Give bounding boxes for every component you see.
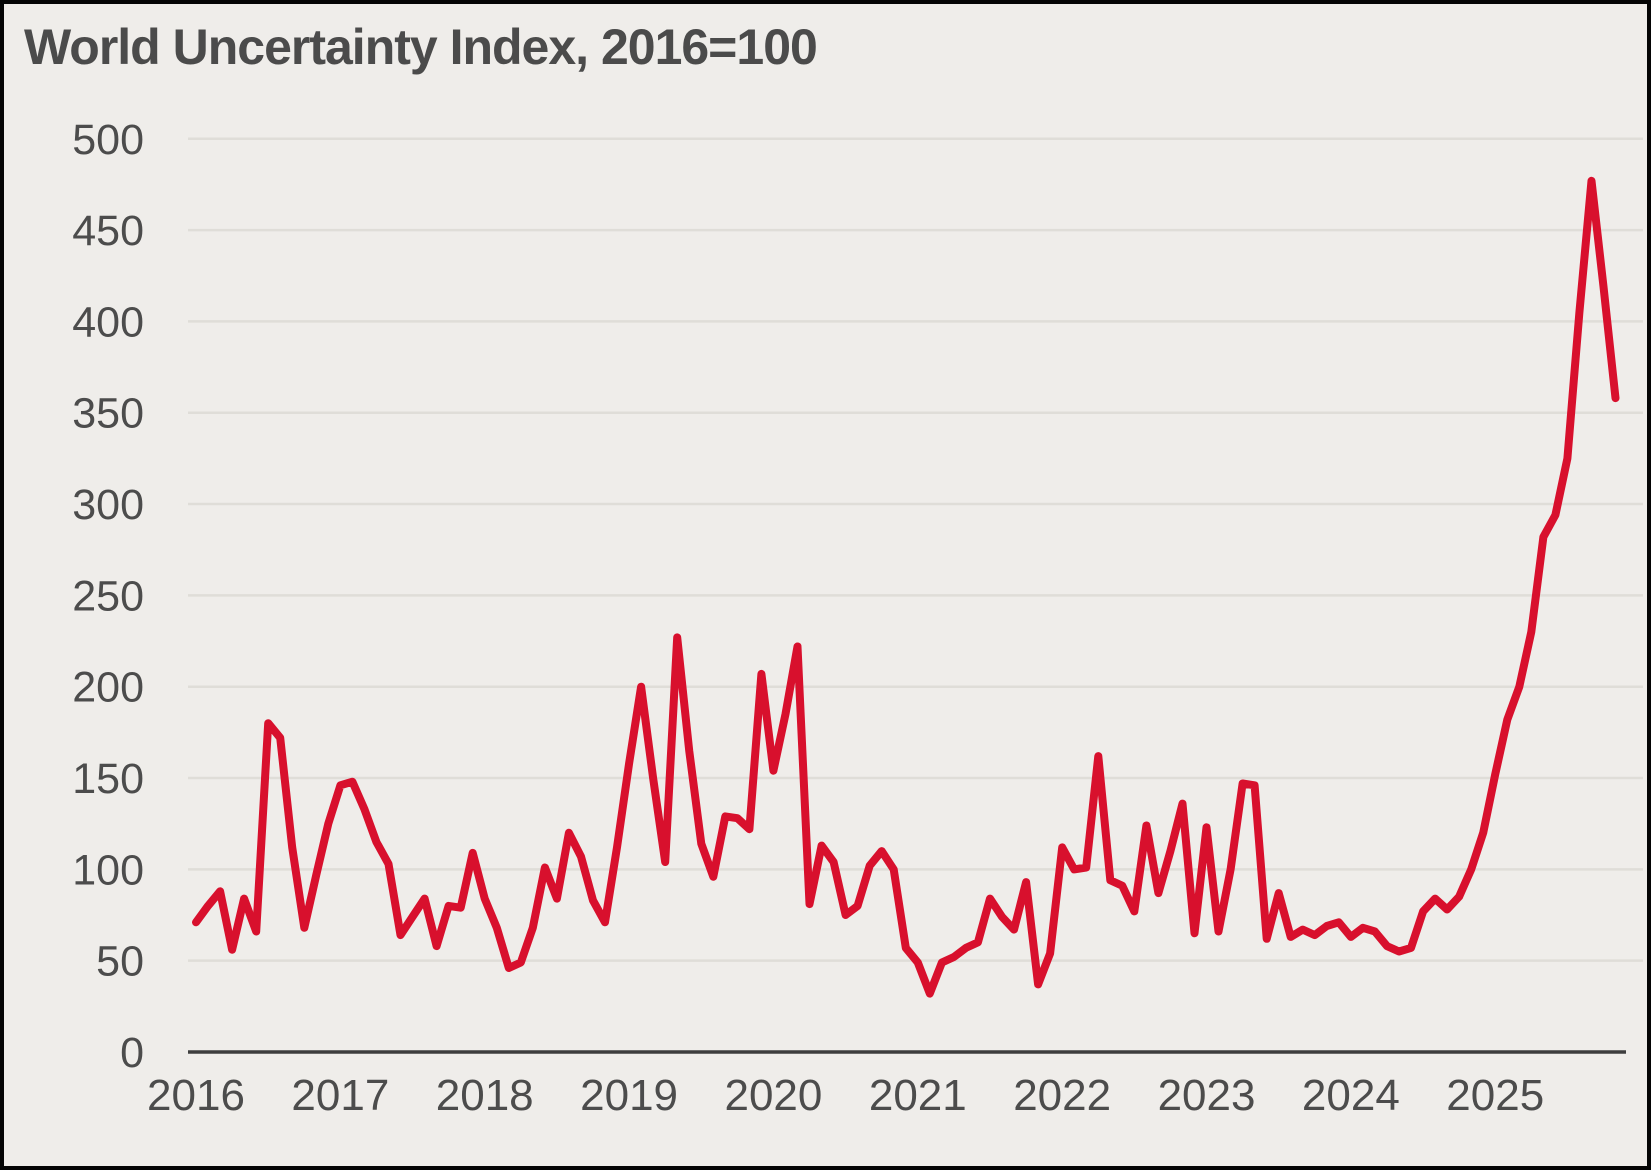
x-tick-label-2021: 2021 — [869, 1071, 967, 1120]
gridlines — [188, 137, 1643, 962]
x-tick-label-2017: 2017 — [291, 1071, 389, 1120]
y-tick-label-50: 50 — [96, 938, 144, 986]
y-tick-label-450: 450 — [72, 207, 144, 255]
y-tick-label-200: 200 — [72, 664, 144, 712]
x-tick-label-2020: 2020 — [724, 1071, 822, 1120]
x-tick-label-2023: 2023 — [1158, 1071, 1256, 1120]
y-tick-label-150: 150 — [72, 755, 144, 803]
uncertainty-line — [192, 176, 1620, 998]
x-axis-labels: 2016 2017 2018 2019 2020 2021 2022 2023 2024 2025 — [147, 1071, 1544, 1120]
y-tick-label-0: 0 — [120, 1029, 144, 1077]
y-tick-label-250: 250 — [72, 572, 144, 620]
y-tick-label-100: 100 — [72, 846, 144, 894]
x-tick-label-2024: 2024 — [1302, 1071, 1400, 1120]
x-tick-label-2022: 2022 — [1013, 1071, 1111, 1120]
y-tick-label-400: 400 — [72, 298, 144, 346]
x-tick-label-2019: 2019 — [580, 1071, 678, 1120]
x-tick-label-2025: 2025 — [1446, 1071, 1544, 1120]
y-tick-label-350: 350 — [72, 390, 144, 438]
y-tick-label-300: 300 — [72, 481, 144, 529]
chart-title: World Uncertainty Index, 2016=100 — [24, 19, 818, 75]
x-tick-label-2018: 2018 — [436, 1071, 534, 1120]
y-axis-labels: 0 50 100 150 200 250 300 350 400 450 500 — [72, 116, 144, 1077]
x-tick-label-2016: 2016 — [147, 1071, 245, 1120]
y-tick-label-500: 500 — [72, 116, 144, 164]
